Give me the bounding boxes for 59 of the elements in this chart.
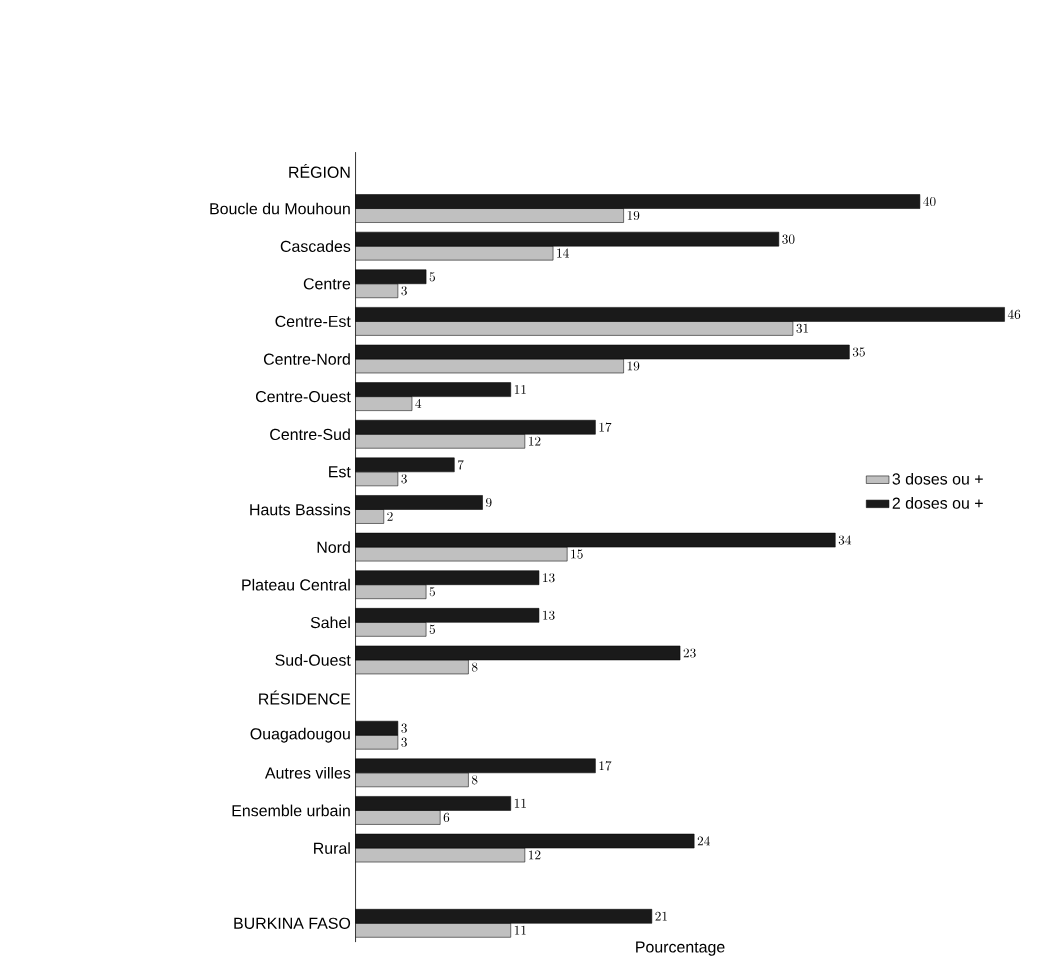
y-tick-label: BURKINA FASO bbox=[234, 917, 351, 929]
data-label: 11 bbox=[514, 384, 526, 394]
legend-label: 2 doses ou + bbox=[892, 497, 983, 509]
y-tick-label: Ouagadougou bbox=[250, 727, 350, 743]
data-label: 8 bbox=[471, 775, 478, 785]
legend-label: 3 doses ou + bbox=[892, 472, 983, 485]
data-label: 46 bbox=[1007, 309, 1021, 319]
data-label: 8 bbox=[471, 662, 478, 672]
data-label: 9 bbox=[486, 497, 492, 507]
y-tick-label: RÉSIDENCE bbox=[259, 690, 351, 705]
data-label: 15 bbox=[571, 549, 583, 559]
data-label: 24 bbox=[697, 836, 710, 846]
y-tick-label: Sahel bbox=[310, 616, 350, 629]
data-label: 3 bbox=[401, 737, 407, 747]
y-tick-label: Rural bbox=[314, 842, 350, 854]
y-tick-label: Centre-Sud bbox=[270, 428, 350, 441]
data-label: 3 bbox=[401, 286, 407, 296]
data-label: 11 bbox=[514, 798, 526, 808]
data-label: 3 bbox=[401, 474, 407, 484]
data-label: 35 bbox=[852, 347, 865, 357]
y-tick-label: Centre-Ouest bbox=[255, 390, 351, 403]
y-tick-label: Hauts Bassins bbox=[250, 503, 351, 516]
data-label: 5 bbox=[429, 624, 435, 634]
data-label: 12 bbox=[528, 436, 541, 446]
y-tick-label: Centre bbox=[303, 278, 351, 290]
data-label: 17 bbox=[599, 422, 612, 432]
data-label: 2 bbox=[387, 511, 393, 521]
data-label: 21 bbox=[655, 911, 667, 921]
data-label: 11 bbox=[514, 925, 526, 935]
data-label: 23 bbox=[683, 648, 696, 658]
y-tick-label: Est bbox=[329, 466, 351, 478]
y-tick-label: Centre-Nord bbox=[263, 353, 350, 365]
y-tick-label: Nord bbox=[317, 541, 350, 553]
data-label: 6 bbox=[443, 812, 450, 822]
y-tick-label: Ensemble urbain bbox=[232, 804, 350, 817]
y-tick-label: Cascades bbox=[280, 240, 351, 252]
y-tick-label: Autres villes bbox=[264, 766, 351, 779]
y-tick-label: Plateau Central bbox=[242, 578, 350, 591]
data-label: 3 bbox=[401, 723, 407, 733]
data-label: 5 bbox=[429, 272, 435, 282]
data-label: 31 bbox=[796, 323, 809, 333]
y-tick-label: RÉGION bbox=[289, 163, 350, 178]
data-label: 30 bbox=[782, 234, 795, 244]
data-label: 19 bbox=[627, 210, 640, 221]
data-label: 4 bbox=[415, 398, 422, 408]
data-label: 19 bbox=[627, 361, 640, 371]
data-label: 34 bbox=[838, 535, 852, 545]
y-tick-label: Sud-Ouest bbox=[275, 654, 351, 666]
data-label: 13 bbox=[543, 610, 555, 620]
data-label: 13 bbox=[543, 573, 555, 583]
data-label: 7 bbox=[457, 460, 464, 470]
data-label: 17 bbox=[599, 761, 612, 771]
y-tick-label: Boucle du Mouhoun bbox=[210, 202, 350, 215]
data-label: 12 bbox=[528, 850, 541, 860]
y-tick-label: Centre-Est bbox=[275, 315, 351, 327]
data-label: 14 bbox=[557, 248, 569, 258]
data-label: 5 bbox=[429, 587, 435, 597]
data-label: 40 bbox=[923, 196, 936, 207]
x-axis-title: Pourcentage bbox=[636, 941, 725, 956]
